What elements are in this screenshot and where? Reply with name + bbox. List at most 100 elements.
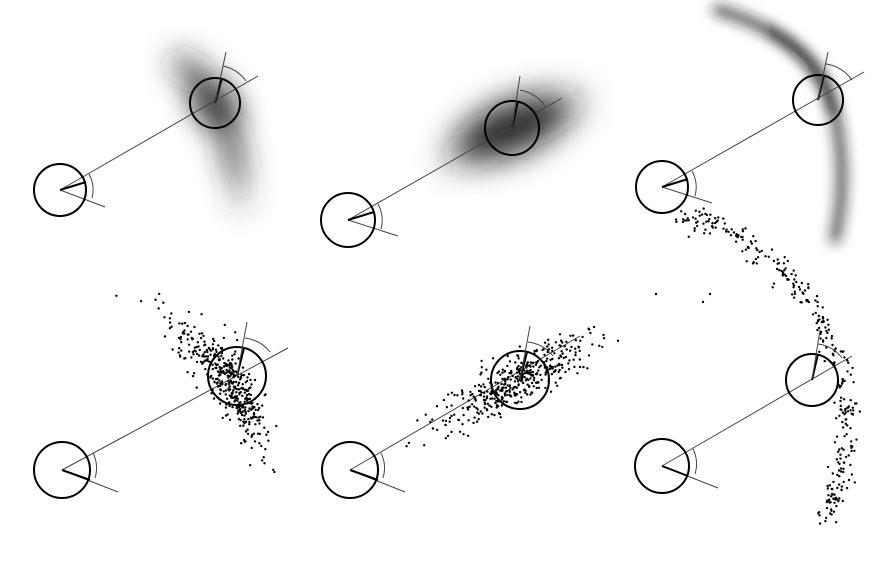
sample-point: [506, 390, 508, 392]
sample-point: [852, 409, 854, 411]
sample-point: [771, 248, 773, 250]
sample-point: [843, 435, 845, 437]
sample-point: [758, 251, 760, 253]
sample-point: [256, 419, 258, 421]
sample-point: [754, 240, 756, 242]
sample-point: [702, 301, 704, 303]
sample-point: [845, 418, 847, 420]
sample-point: [236, 400, 238, 402]
sample-point: [539, 374, 541, 376]
sample-point: [498, 370, 500, 372]
sample-point: [193, 372, 195, 374]
sample-point: [482, 383, 484, 385]
sample-point: [518, 357, 520, 359]
sample-point: [177, 351, 179, 353]
sample-point: [598, 345, 600, 347]
sample-point: [833, 402, 835, 404]
sample-point: [240, 442, 242, 444]
sample-point: [451, 392, 453, 394]
sample-point: [213, 340, 215, 342]
sample-point: [558, 364, 560, 366]
sample-point: [478, 413, 480, 415]
sample-point: [553, 371, 555, 373]
sample-point: [559, 354, 561, 356]
base-angle-arc: [93, 453, 96, 478]
sample-point: [825, 337, 827, 339]
sample-point: [202, 353, 204, 355]
sample-point: [567, 362, 569, 364]
sample-point: [768, 256, 770, 258]
sample-point: [524, 392, 526, 394]
sample-point: [536, 381, 538, 383]
density-cloud: [438, 81, 591, 174]
sample-point: [220, 347, 222, 349]
sample-point: [461, 423, 463, 425]
sample-point: [212, 368, 214, 370]
sample-point: [655, 293, 657, 295]
sample-point: [832, 353, 834, 355]
sample-point: [572, 334, 574, 336]
sample-point: [233, 353, 235, 355]
sample-point: [195, 346, 197, 348]
sample-point: [531, 382, 533, 384]
sample-point: [551, 347, 553, 349]
sample-point: [507, 384, 509, 386]
sample-point: [546, 358, 548, 360]
sample-point: [215, 349, 217, 351]
sample-point: [587, 328, 589, 330]
sample-point: [695, 210, 697, 212]
sample-point: [538, 387, 540, 389]
base-angle-arc: [89, 174, 93, 198]
sample-point: [526, 384, 528, 386]
sample-point: [178, 322, 180, 324]
sample-point: [215, 351, 217, 353]
sample-point: [532, 365, 534, 367]
sample-point: [561, 367, 563, 369]
sample-point: [523, 376, 525, 378]
sample-point: [838, 463, 840, 465]
sample-point: [845, 423, 847, 425]
sample-point: [501, 378, 503, 380]
sample-point: [824, 360, 826, 362]
sample-point: [456, 394, 458, 396]
sample-point: [198, 354, 200, 356]
sample-point: [790, 273, 792, 275]
sample-point: [741, 250, 743, 252]
sample-point: [203, 341, 205, 343]
sample-point: [838, 469, 840, 471]
sample-point: [469, 391, 471, 393]
sample-point: [589, 332, 591, 334]
sample-point: [832, 472, 834, 474]
sample-point: [224, 384, 226, 386]
sample-point: [849, 409, 851, 411]
sample-point: [196, 353, 198, 355]
sample-point: [472, 422, 474, 424]
sample-point: [852, 381, 854, 383]
sample-point: [187, 333, 189, 335]
sample-point: [555, 382, 557, 384]
sample-point: [773, 282, 775, 284]
sample-point: [509, 360, 511, 362]
sample-point: [555, 341, 557, 343]
link-line: [350, 336, 580, 470]
sample-point: [751, 242, 753, 244]
sample-point: [602, 334, 604, 336]
sample-point: [219, 402, 221, 404]
sample-point: [497, 405, 499, 407]
sample-point: [845, 411, 847, 413]
sample-point: [225, 363, 227, 365]
sample-point: [500, 416, 502, 418]
sample-point: [245, 430, 247, 432]
sample-point: [708, 218, 710, 220]
sample-point: [560, 377, 562, 379]
sample-point: [233, 400, 235, 402]
sample-point: [241, 406, 243, 408]
sample-point: [516, 367, 518, 369]
sample-point: [593, 326, 595, 328]
sample-point: [591, 343, 593, 345]
sample-point: [512, 375, 514, 377]
sample-point: [212, 347, 214, 349]
sample-point: [436, 429, 438, 431]
sample-point: [240, 387, 242, 389]
sample-point: [520, 396, 522, 398]
